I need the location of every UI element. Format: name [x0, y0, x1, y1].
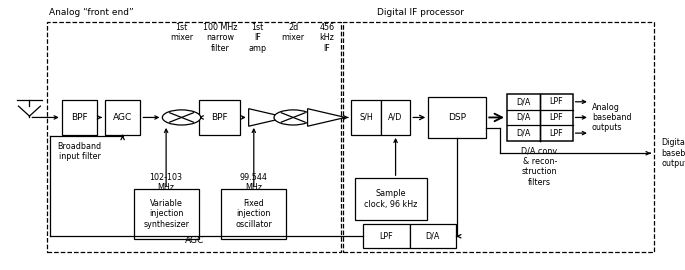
Polygon shape [308, 109, 345, 126]
Text: DSP: DSP [448, 113, 466, 122]
Text: Fixed
injection
oscillator: Fixed injection oscillator [236, 199, 272, 229]
Bar [363, 224, 410, 248]
Text: LPF: LPF [549, 97, 563, 106]
Text: D/A: D/A [516, 97, 530, 106]
Bar [507, 94, 573, 141]
Text: D/A: D/A [516, 113, 530, 122]
Text: Variable
injection
synthesizer: Variable injection synthesizer [143, 199, 189, 229]
Text: S/H: S/H [359, 113, 373, 122]
Text: LPF: LPF [379, 232, 393, 241]
Bar [351, 100, 381, 135]
Text: Digital IF processor: Digital IF processor [377, 8, 464, 17]
Text: AGC: AGC [113, 113, 132, 122]
Text: D/A: D/A [426, 232, 440, 241]
Text: 456
kHz
IF: 456 kHz IF [319, 23, 334, 53]
Bar [199, 100, 240, 135]
Text: D/A conv.
& recon-
struction
filters: D/A conv. & recon- struction filters [521, 146, 559, 187]
Text: LPF: LPF [549, 129, 563, 138]
Circle shape [162, 110, 201, 125]
Bar [428, 97, 486, 139]
Bar [381, 100, 410, 135]
Text: BPF: BPF [71, 113, 88, 122]
Bar [105, 100, 140, 135]
Bar [410, 224, 456, 248]
Text: 100 MHz
narrow
filter: 100 MHz narrow filter [203, 23, 238, 53]
Text: BPF: BPF [211, 113, 227, 122]
Bar [134, 189, 199, 239]
Text: D/A: D/A [516, 129, 530, 138]
Text: AGC: AGC [185, 236, 204, 245]
Circle shape [274, 110, 312, 125]
Text: Analog “front end”: Analog “front end” [49, 8, 134, 17]
Polygon shape [249, 109, 286, 126]
Text: Broadband
input filter: Broadband input filter [58, 142, 101, 161]
Text: LPF: LPF [549, 113, 563, 122]
Text: Digital
baseband
output: Digital baseband output [661, 138, 685, 168]
Bar [62, 100, 97, 135]
Text: 1st
mixer: 1st mixer [170, 23, 193, 42]
Bar [47, 22, 341, 252]
Text: 102-103
MHz: 102-103 MHz [149, 173, 183, 192]
Bar [221, 189, 286, 239]
Bar [355, 178, 427, 220]
Text: Sample
clock, 96 kHz: Sample clock, 96 kHz [364, 190, 417, 209]
Bar [342, 22, 654, 252]
Text: A/D: A/D [388, 113, 403, 122]
Text: 99.544
MHz: 99.544 MHz [240, 173, 268, 192]
Text: 2d
mixer: 2d mixer [282, 23, 305, 42]
Text: Analog
baseband
outputs: Analog baseband outputs [592, 103, 632, 132]
Text: 1st
IF
amp: 1st IF amp [249, 23, 266, 53]
